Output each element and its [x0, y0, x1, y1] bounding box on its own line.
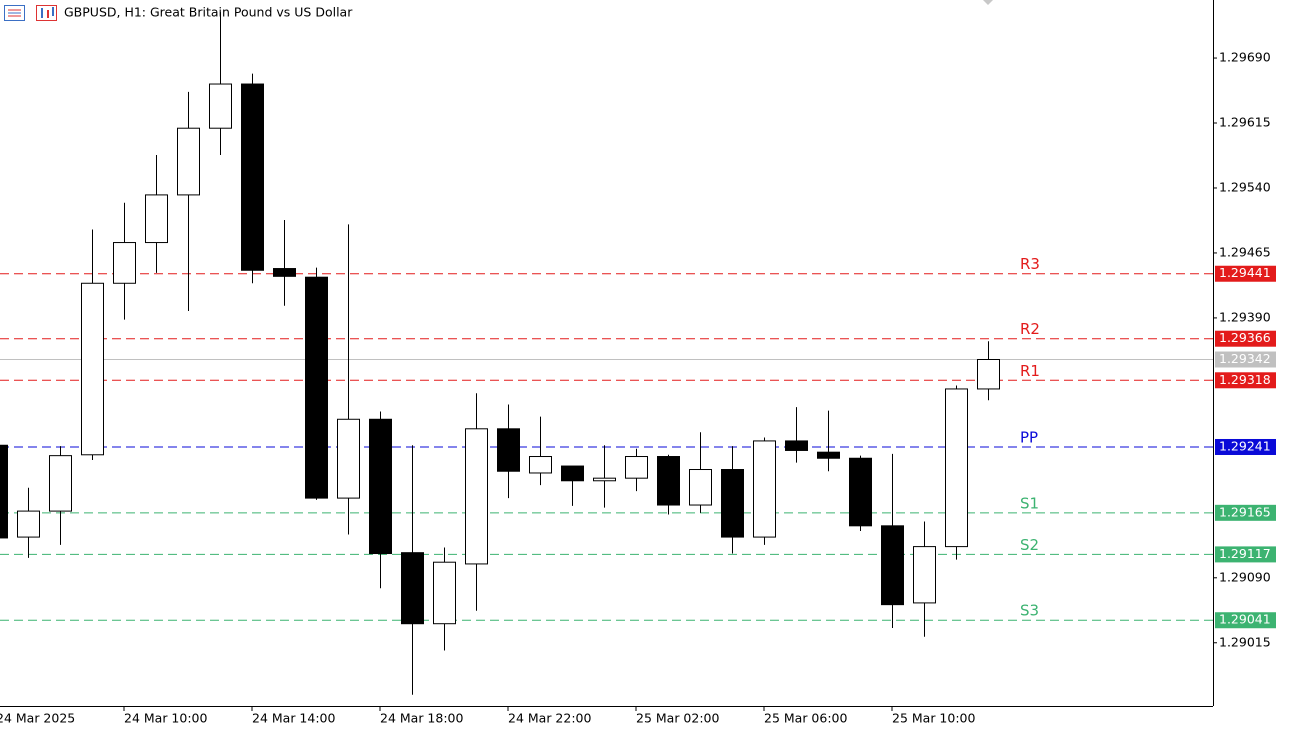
candle-body	[465, 428, 488, 565]
x-tick-label: 25 Mar 06:00	[764, 711, 848, 726]
y-tick-label: 1.29390	[1219, 309, 1271, 324]
menu-icon[interactable]	[4, 5, 25, 21]
pivot-price-label: 1.29366	[1219, 330, 1271, 345]
candle-body	[593, 477, 616, 482]
y-tick-label: 1.29090	[1219, 569, 1271, 584]
candle-body	[49, 455, 72, 512]
candle-body	[177, 127, 200, 196]
y-tick-label: 1.29015	[1219, 634, 1271, 649]
candle-body	[753, 440, 776, 538]
candle-body	[305, 276, 328, 499]
candle-body	[689, 469, 712, 506]
candle-body	[785, 440, 808, 451]
x-tick-label: 25 Mar 02:00	[636, 711, 720, 726]
pivot-price-label: 1.29041	[1219, 612, 1271, 627]
pivot-price-tag	[1215, 438, 1276, 455]
candle-body	[657, 456, 680, 506]
candle-body	[497, 428, 520, 472]
current-price-tag	[1215, 351, 1276, 368]
pivot-name: R1	[1020, 362, 1040, 380]
pivot-price-label: 1.29117	[1219, 546, 1271, 561]
chart-title: GBPUSD, H1: Great Britain Pound vs US Do…	[64, 5, 353, 20]
candle-body	[849, 457, 872, 527]
x-tick-label: 25 Mar 10:00	[892, 711, 976, 726]
chart-icon[interactable]	[36, 5, 57, 21]
pivot-price-label: 1.29441	[1219, 265, 1271, 280]
pivot-price-tag	[1215, 265, 1276, 282]
candle-body	[881, 525, 904, 606]
candle-body	[241, 83, 264, 271]
candle-body	[913, 546, 936, 604]
candle-body	[977, 358, 1000, 390]
y-tick-label: 1.29465	[1219, 244, 1271, 259]
current-price-label: 1.29342	[1219, 351, 1271, 366]
y-tick-label: 1.29540	[1219, 179, 1271, 194]
candle-body	[337, 418, 360, 499]
pivot-name: PP	[1020, 428, 1038, 446]
candle-body	[209, 83, 232, 129]
scroll-marker	[983, 0, 993, 5]
pivot-price-tag	[1215, 372, 1276, 389]
pivot-price-label: 1.29165	[1219, 504, 1271, 519]
candle-body	[81, 282, 104, 456]
pivot-name: R2	[1020, 320, 1040, 338]
candle-body	[721, 469, 744, 538]
candle-body	[529, 456, 552, 474]
candle-body	[945, 388, 968, 548]
candle-body	[433, 561, 456, 625]
x-tick-label: 24 Mar 2025	[0, 711, 75, 726]
x-tick-label: 24 Mar 18:00	[380, 711, 464, 726]
pivot-price-tag	[1215, 504, 1276, 521]
x-tick-label: 24 Mar 10:00	[124, 711, 208, 726]
pivot-price-label: 1.29241	[1219, 438, 1271, 453]
candle-body	[625, 456, 648, 479]
pivot-price-tag	[1215, 612, 1276, 629]
candle-body	[817, 451, 840, 459]
pivot-name: S1	[1020, 494, 1039, 512]
y-tick-label: 1.29690	[1219, 50, 1271, 65]
candle-body	[273, 268, 296, 277]
pivot-name: R3	[1020, 255, 1040, 273]
x-tick-label: 24 Mar 14:00	[252, 711, 336, 726]
candle-body	[17, 510, 40, 538]
candle-body	[561, 465, 584, 482]
y-tick-label: 1.29615	[1219, 115, 1271, 130]
candle-body	[401, 552, 424, 625]
pivot-price-label: 1.29318	[1219, 372, 1271, 387]
candle-body	[145, 194, 168, 244]
pivot-price-tag	[1215, 330, 1276, 347]
candle-body	[0, 444, 8, 539]
candle-body	[113, 242, 136, 284]
plot-area	[0, 12, 1213, 695]
candle-body	[369, 418, 392, 555]
x-tick-label: 24 Mar 22:00	[508, 711, 592, 726]
pivot-name: S2	[1020, 536, 1039, 554]
pivot-price-tag	[1215, 546, 1276, 563]
pivot-name: S3	[1020, 602, 1039, 620]
